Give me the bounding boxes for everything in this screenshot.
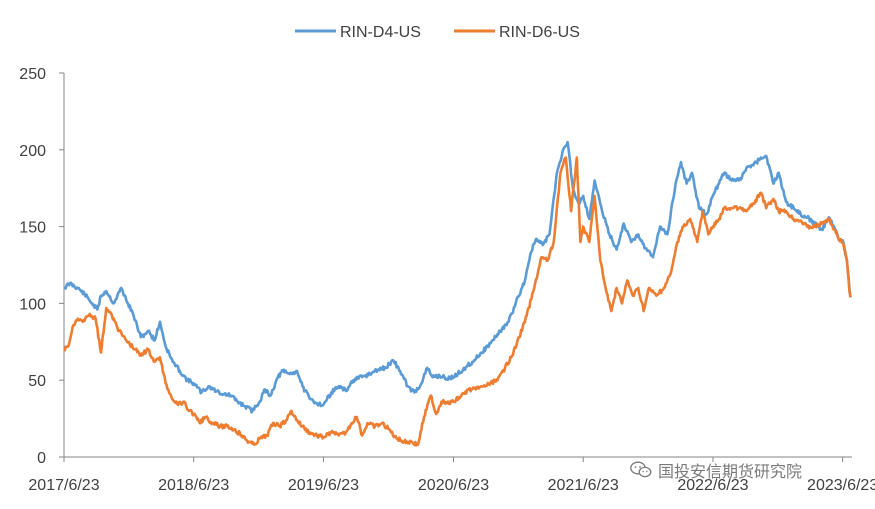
x-tick-label: 2019/6/23 (288, 477, 359, 494)
y-tick-label: 100 (19, 296, 46, 313)
y-tick-label: 0 (37, 450, 46, 467)
series-layer (63, 140, 852, 447)
x-tick-label: 2020/6/23 (418, 477, 489, 494)
wechat-icon (630, 461, 652, 478)
legend-label-rin-d4-us: RIN-D4-US (340, 24, 421, 41)
y-tick-label: 250 (19, 66, 46, 83)
x-tick-label: 2017/6/23 (28, 477, 99, 494)
series-line-rin-d6-us (63, 156, 852, 447)
x-tick-label: 2022/6/23 (677, 477, 748, 494)
watermark: 国投安信期货研究院 (630, 458, 802, 482)
series-line-rin-d4-us (63, 140, 852, 414)
y-tick-label: 50 (28, 373, 46, 390)
x-tick-label: 2021/6/23 (548, 477, 619, 494)
x-tick-label: 2023/6/23 (807, 477, 875, 494)
legend-label-rin-d6-us: RIN-D6-US (499, 24, 580, 41)
legend: RIN-D4-US RIN-D6-US (295, 24, 580, 41)
y-axis: 0 50 100 150 200 250 (19, 66, 65, 467)
x-axis: 2017/6/23 2018/6/23 2019/6/23 2020/6/23 2021… (28, 456, 875, 494)
x-tick-label: 2018/6/23 (158, 477, 229, 494)
y-tick-label: 150 (19, 220, 46, 237)
y-tick-label: 200 (19, 143, 46, 160)
watermark-text: 国投安信期货研究院 (658, 462, 803, 481)
